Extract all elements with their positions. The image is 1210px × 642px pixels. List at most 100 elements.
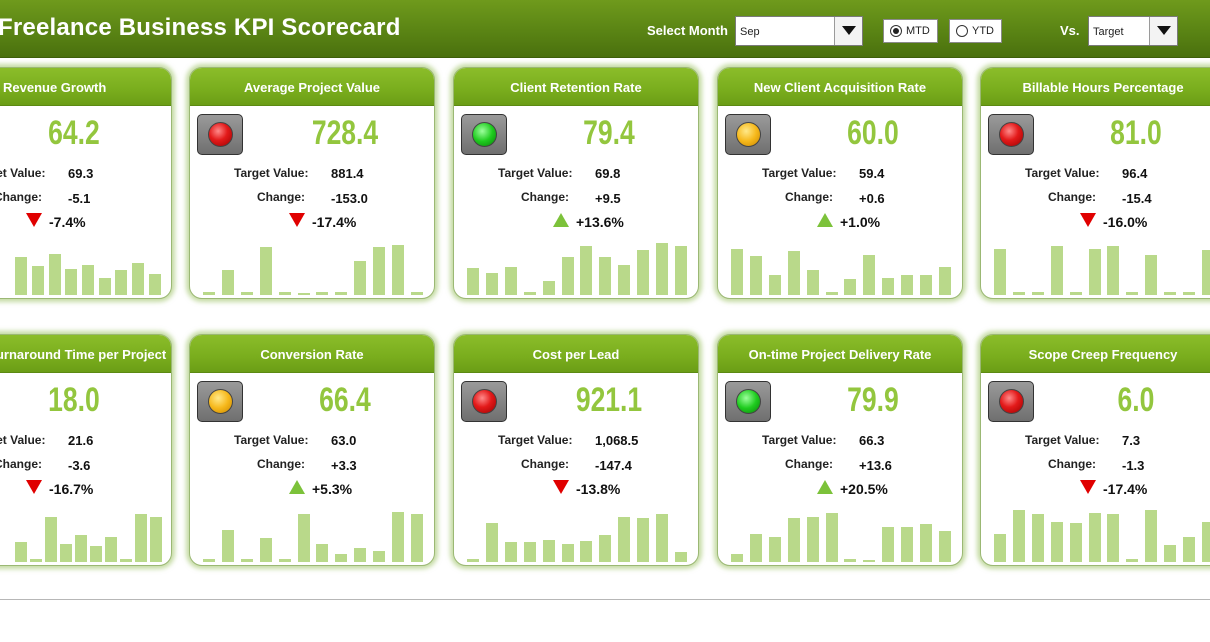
month-dropdown-value: Sep bbox=[740, 26, 760, 38]
sparkline-bar bbox=[769, 275, 782, 295]
sparkline-bar bbox=[674, 552, 687, 562]
sparkline-chart bbox=[0, 237, 163, 295]
sparkline-chart bbox=[464, 504, 690, 562]
sparkline-bar bbox=[14, 542, 27, 562]
sparkline-bar bbox=[119, 559, 132, 562]
sparkline-bar bbox=[115, 270, 128, 295]
mtd-radio[interactable]: MTD bbox=[883, 19, 938, 43]
change-label: Change: bbox=[785, 190, 833, 204]
change-value: +0.6 bbox=[859, 191, 885, 206]
sparkline-bar bbox=[731, 249, 744, 295]
sparkline-bar bbox=[44, 517, 57, 562]
change-value: -3.6 bbox=[68, 458, 91, 473]
change-label: Change: bbox=[0, 190, 42, 204]
sparkline-bar bbox=[750, 534, 763, 562]
yellow-lamp-icon bbox=[736, 122, 761, 147]
kpi-value: 66.4 bbox=[319, 381, 371, 419]
sparkline-bar bbox=[919, 524, 932, 562]
sparkline-bar bbox=[259, 247, 272, 295]
kpi-card-header: Turnaround Time per Project bbox=[0, 335, 171, 373]
kpi-value: 6.0 bbox=[1117, 381, 1155, 419]
sparkline-bar bbox=[335, 554, 348, 562]
sparkline-chart bbox=[0, 504, 163, 562]
sparkline-bar bbox=[467, 559, 480, 562]
sparkline-bar bbox=[655, 514, 668, 562]
kpi-card: Conversion Rate 66.4 Target Value: 63.0 Cha… bbox=[189, 334, 435, 566]
kpi-value: 81.0 bbox=[1110, 114, 1162, 152]
sparkline-bar bbox=[1013, 510, 1026, 562]
sparkline-bar bbox=[900, 275, 913, 295]
sparkline-bar bbox=[32, 266, 44, 295]
change-value: -153.0 bbox=[331, 191, 368, 206]
arrow-down-icon bbox=[553, 480, 569, 494]
arrow-up-icon bbox=[817, 480, 833, 494]
sparkline-bar bbox=[882, 527, 895, 562]
month-dropdown[interactable]: Sep bbox=[735, 16, 863, 46]
kpi-value: 18.0 bbox=[48, 381, 100, 419]
sparkline-bar bbox=[938, 531, 951, 562]
status-light bbox=[725, 381, 771, 422]
change-label: Change: bbox=[785, 457, 833, 471]
kpi-card-header: Client Retention Rate bbox=[454, 68, 698, 106]
mtd-radio-dot[interactable] bbox=[890, 25, 902, 37]
sparkline-bar bbox=[354, 261, 367, 295]
select-month-label: Select Month bbox=[647, 23, 728, 38]
ytd-radio-dot[interactable] bbox=[956, 25, 968, 37]
vs-dropdown-button[interactable] bbox=[1149, 17, 1177, 45]
change-value: +3.3 bbox=[331, 458, 357, 473]
ytd-radio-label: YTD bbox=[972, 25, 994, 37]
target-label: Target Value: bbox=[234, 166, 309, 180]
mtd-radio-label: MTD bbox=[906, 25, 930, 37]
sparkline-bar bbox=[863, 255, 876, 295]
arrow-down-icon bbox=[1080, 213, 1096, 227]
arrow-down-icon bbox=[26, 213, 42, 227]
chevron-down-icon bbox=[842, 26, 856, 35]
target-label: Target Value: bbox=[762, 166, 837, 180]
change-value: +9.5 bbox=[595, 191, 621, 206]
sparkline-bar bbox=[410, 514, 423, 562]
kpi-card-header: Billable Hours Percentage bbox=[981, 68, 1210, 106]
kpi-title: Client Retention Rate bbox=[510, 80, 642, 95]
sparkline-bar bbox=[486, 273, 499, 295]
month-dropdown-button[interactable] bbox=[834, 17, 862, 45]
sparkline-bar bbox=[1163, 292, 1176, 295]
sparkline-bar bbox=[59, 544, 72, 562]
kpi-card: Billable Hours Percentage 81.0 Target Val… bbox=[980, 67, 1210, 299]
sparkline-bar bbox=[316, 544, 329, 562]
sparkline-bar bbox=[486, 523, 499, 562]
target-label: Target Value: bbox=[498, 166, 573, 180]
kpi-card: Average Project Value 728.4 Target Value:… bbox=[189, 67, 435, 299]
kpi-card-header: Cost per Lead bbox=[454, 335, 698, 373]
change-value: -1.3 bbox=[1122, 458, 1145, 473]
change-label: Change: bbox=[521, 190, 569, 204]
red-lamp-icon bbox=[208, 122, 233, 147]
sparkline-bar bbox=[410, 292, 423, 295]
kpi-value: 921.1 bbox=[575, 381, 643, 419]
kpi-value: 79.4 bbox=[583, 114, 635, 152]
sparkline-bar bbox=[1145, 510, 1158, 562]
kpi-card: Scope Creep Frequency 6.0 Target Value: 7.… bbox=[980, 334, 1210, 566]
change-label: Change: bbox=[1048, 457, 1096, 471]
target-label: Target Value: bbox=[0, 166, 46, 180]
sparkline-bar bbox=[65, 269, 78, 295]
sparkline-bar bbox=[599, 257, 612, 295]
sparkline-bar bbox=[674, 246, 687, 295]
sparkline-bar bbox=[994, 534, 1007, 562]
ytd-radio[interactable]: YTD bbox=[949, 19, 1002, 43]
arrow-down-icon bbox=[289, 213, 305, 227]
target-label: Target Value: bbox=[1025, 166, 1100, 180]
kpi-card-header: Average Project Value bbox=[190, 68, 434, 106]
sparkline-bar bbox=[618, 517, 631, 562]
vs-dropdown[interactable]: Target bbox=[1088, 16, 1178, 46]
sparkline-bar bbox=[372, 247, 385, 295]
change-percent: -16.0% bbox=[1103, 214, 1148, 230]
target-label: Target Value: bbox=[762, 433, 837, 447]
red-lamp-icon bbox=[472, 389, 497, 414]
target-value: 21.6 bbox=[68, 433, 94, 448]
sparkline-bar bbox=[98, 278, 111, 295]
target-value: 7.3 bbox=[1122, 433, 1141, 448]
kpi-card: On-time Project Delivery Rate 79.9 Target… bbox=[717, 334, 963, 566]
sparkline-bar bbox=[222, 530, 235, 562]
